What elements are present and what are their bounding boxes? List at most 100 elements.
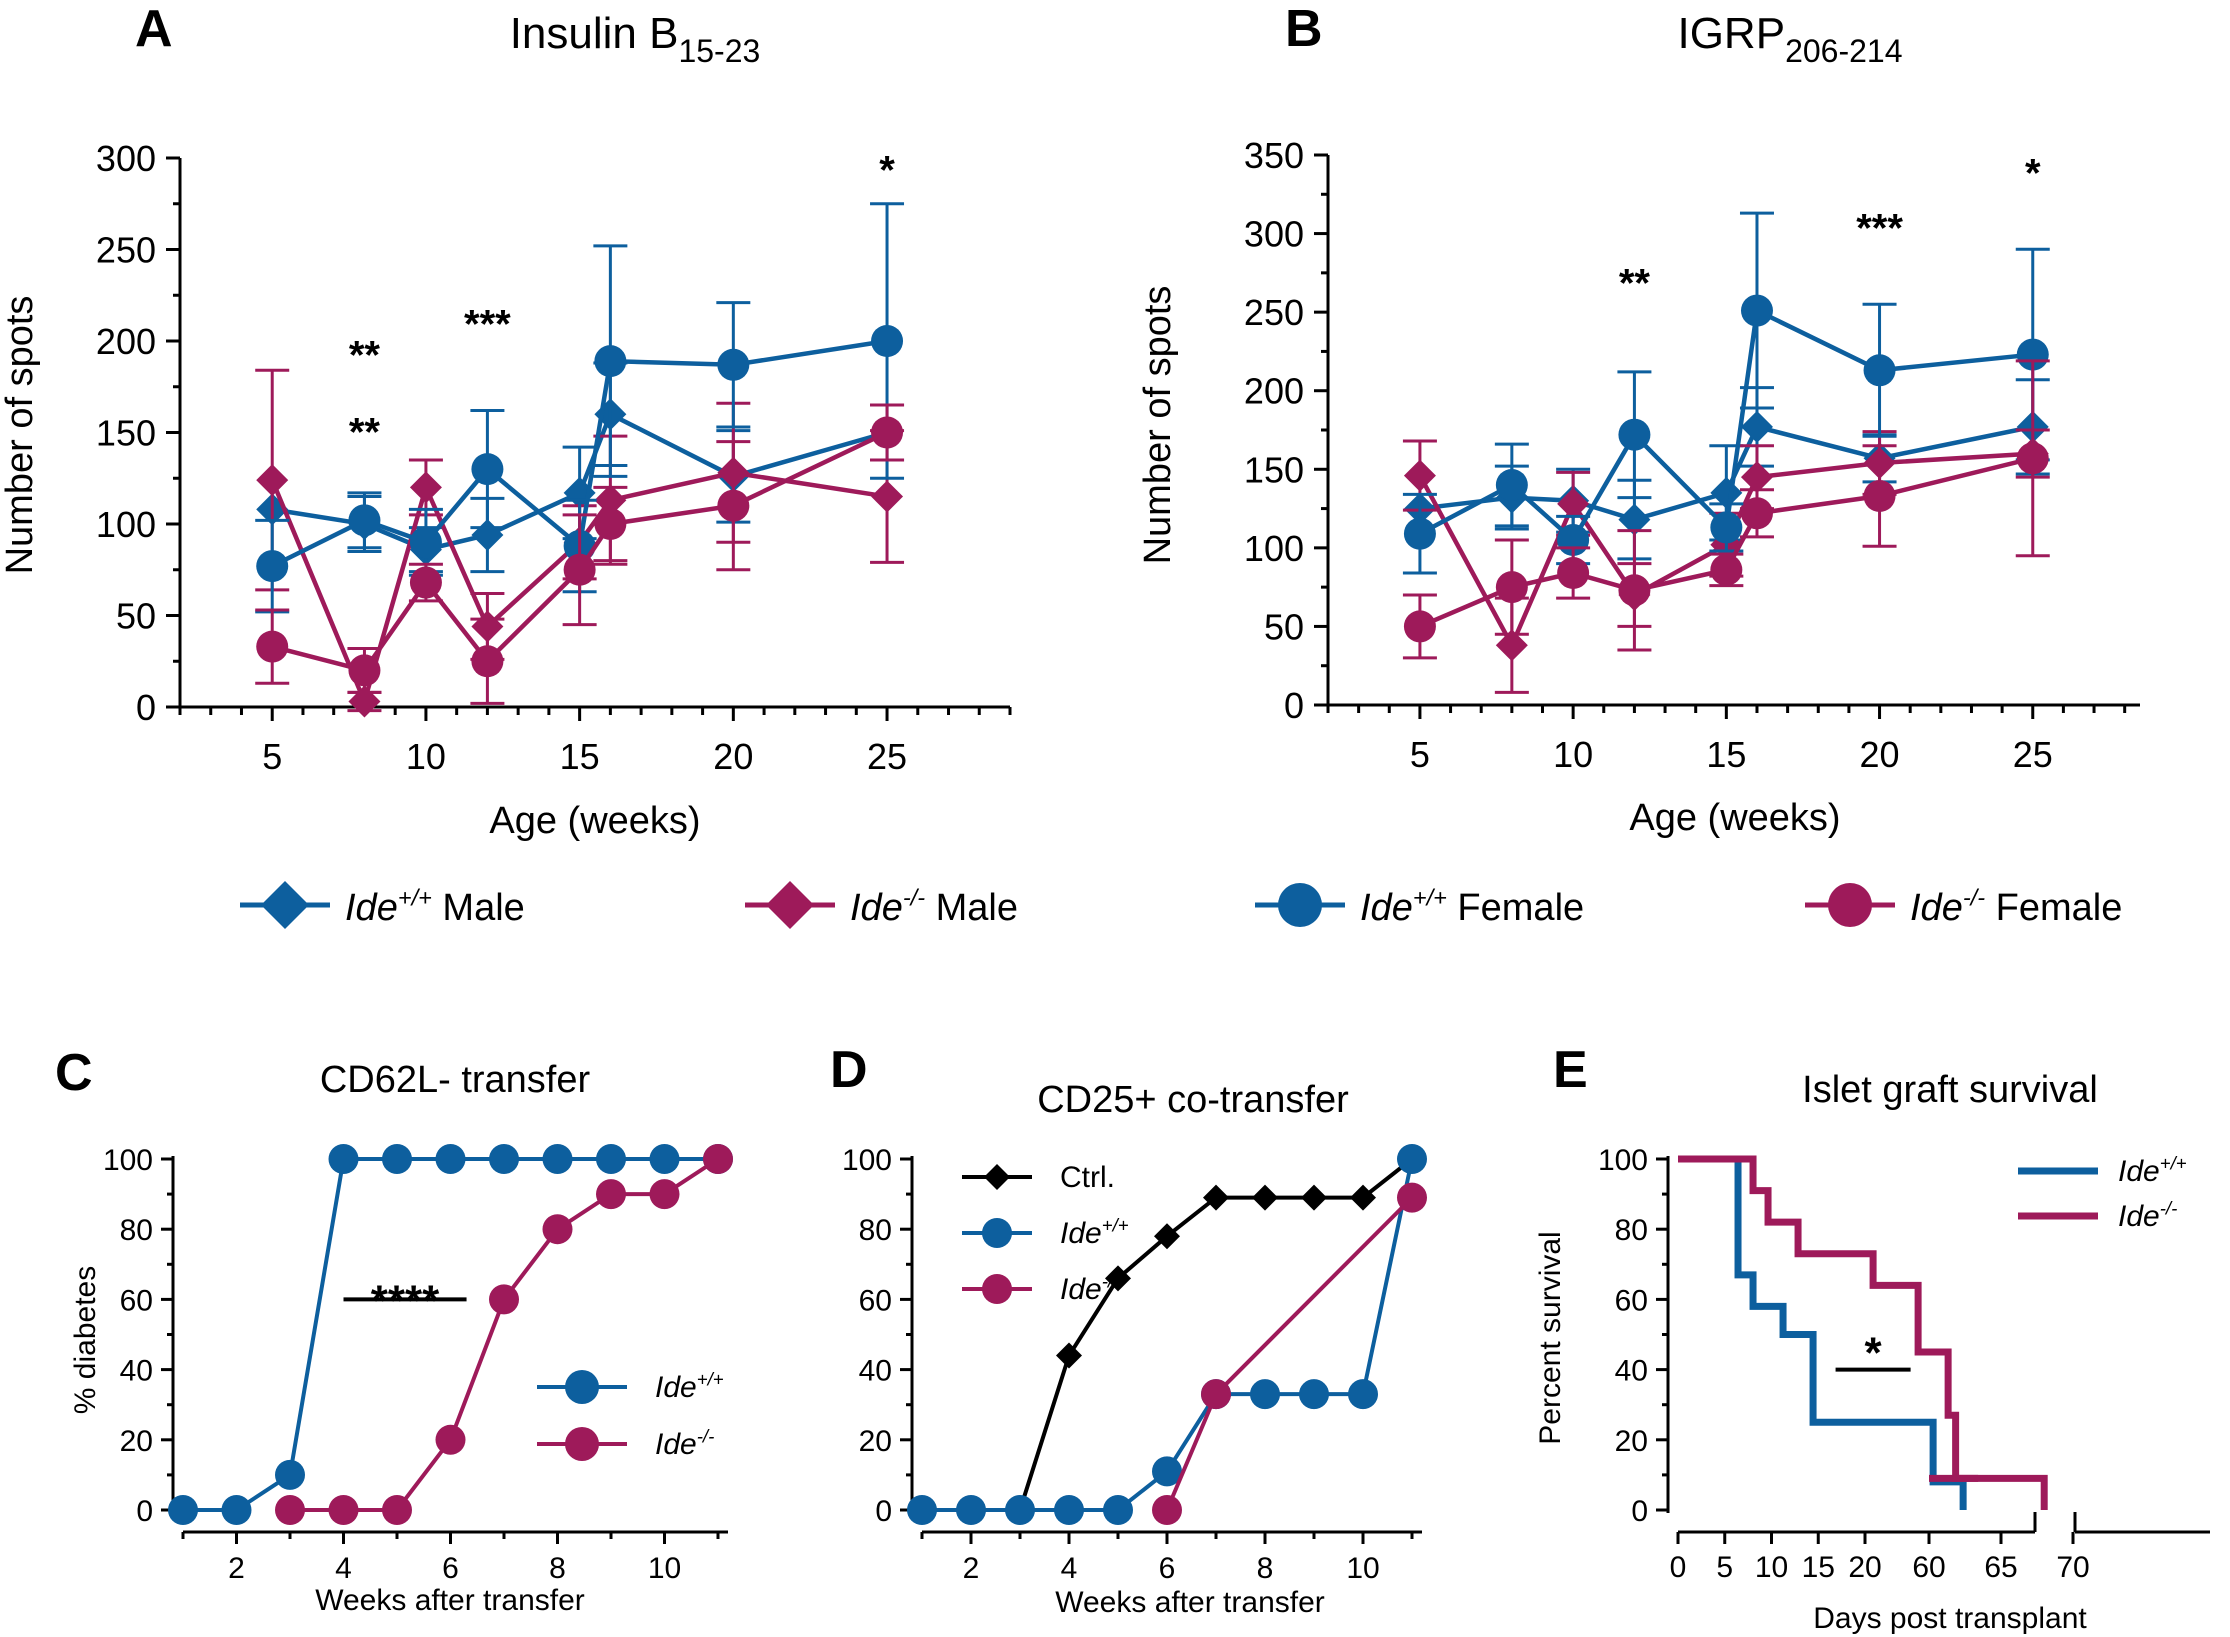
legend-label-0: Ide+/+ Male: [345, 885, 525, 929]
panel-b-data-point: [1618, 503, 1651, 536]
panel-c-y-tick-label: 40: [120, 1355, 153, 1388]
panel-a-significance-stars: **: [349, 333, 381, 377]
panel-c-data-point: [328, 1495, 359, 1525]
panel-a-data-point: [348, 654, 381, 687]
panel-c-x-tick-label: 8: [549, 1552, 566, 1585]
panel-d-y-tick-label: 100: [842, 1144, 892, 1177]
legend-label-2: Ide+/+ Female: [1360, 885, 1584, 929]
panel-e-significance-stars: *: [1865, 1329, 1883, 1378]
panel-d-data-point: [1054, 1495, 1084, 1525]
panel-e-survival-curve-0: [1678, 1155, 1967, 1510]
panel-d-data-point: [1250, 1379, 1280, 1410]
panel-c-data-point: [489, 1144, 519, 1174]
panel-d-data-point: [1152, 1495, 1182, 1525]
panel-d-data-point: [1152, 1456, 1182, 1487]
panel-b-data-point: [1618, 418, 1651, 451]
panel-e-y-tick-label: 40: [1615, 1355, 1648, 1388]
panel-b-x-label: Age (weeks): [1629, 797, 1840, 839]
panel-a-x-label: Age (weeks): [489, 800, 700, 842]
panel-d-data-point: [1056, 1342, 1082, 1369]
panel-d-data-point: [1252, 1184, 1278, 1211]
panel-a-y-tick-label: 250: [96, 230, 156, 271]
panel-b-data-point: [1710, 553, 1743, 586]
panel-c-data-point: [382, 1495, 412, 1525]
panel-b-title: IGRP206-214: [1677, 9, 1902, 69]
panel-b-data-point: [1740, 294, 1773, 327]
panel-c-data-point: [596, 1179, 626, 1210]
panel-c-y-tick-label: 0: [136, 1495, 153, 1528]
panel-d-y-tick-label: 80: [859, 1214, 892, 1247]
panel-a-y-tick-label: 200: [96, 321, 156, 362]
panel-d-data-point: [1348, 1379, 1378, 1410]
panel-b-data-point: [1403, 517, 1436, 550]
panel-d-data-point: [1350, 1184, 1376, 1211]
panel-c-x-tick-label: 10: [648, 1552, 681, 1585]
panel-e-title: Islet graft survival: [1802, 1069, 2098, 1111]
panel-d-y-tick-label: 0: [875, 1495, 892, 1528]
legend-label-3: Ide-/- Female: [1910, 885, 2122, 929]
panel-d-title: CD25+ co-transfer: [1037, 1079, 1349, 1121]
panel-a-title: Insulin B15-23: [510, 9, 761, 69]
panel-c-data-point: [221, 1495, 252, 1525]
panel-c-legend-label-1: Ide-/-: [655, 1426, 714, 1461]
panel-a-y-tick-label: 0: [136, 687, 156, 728]
panel-b-x-tick-label: 20: [1860, 734, 1900, 775]
panel-a-data-point: [409, 566, 442, 599]
panel-d-data-point: [1397, 1144, 1427, 1174]
panel-e-y-tick-label: 100: [1598, 1144, 1648, 1177]
panel-d-data-point: [956, 1495, 986, 1525]
panel-c-y-tick-label: 80: [120, 1214, 153, 1247]
legend-marker-3: [1828, 883, 1872, 927]
panel-c-series-line: [183, 1157, 718, 1512]
panel-d-x-tick-label: 4: [1061, 1552, 1078, 1585]
panel-e-y-tick-label: 80: [1615, 1214, 1648, 1247]
panel-e-x-tick-label: 15: [1802, 1551, 1835, 1584]
panel-c-data-point: [435, 1424, 466, 1455]
panel-d-legend-label-0: Ctrl.: [1060, 1161, 1115, 1194]
panel-b-y-tick-label: 0: [1284, 685, 1304, 726]
panel-a-y-tick-label: 150: [96, 413, 156, 454]
panel-label-b: B: [1285, 0, 1323, 58]
panel-c-series-line: [290, 1157, 720, 1512]
panel-d-legend-marker-1: [982, 1218, 1012, 1248]
panel-b-x-tick-label: 25: [2013, 734, 2053, 775]
panel-d-x-tick-label: 10: [1346, 1552, 1379, 1585]
panel-c-data-point: [649, 1144, 680, 1174]
panel-c-data-point: [596, 1144, 626, 1174]
panel-c-legend-label-0: Ide+/+: [655, 1369, 724, 1404]
panel-c-x-tick-label: 2: [228, 1552, 245, 1585]
panel-e-x-tick-label: 20: [1848, 1551, 1881, 1584]
panel-d-data-point: [1105, 1265, 1131, 1292]
panel-b-data-point: [1495, 469, 1528, 501]
panel-b-y-tick-label: 300: [1244, 214, 1304, 255]
panel-e-x-tick-label: 0: [1670, 1551, 1687, 1584]
top-legend: Ide+/+ Male Ide-/- Male Ide+/+ Female Ide-/…: [240, 881, 2122, 929]
panel-d-x-tick-label: 8: [1257, 1552, 1274, 1585]
legend-marker-0: [261, 881, 309, 929]
panel-a-data-point: [471, 453, 504, 486]
panel-a-x-tick-label: 20: [713, 736, 753, 777]
panel-c-series-1: [275, 1144, 733, 1525]
panel-a-data-point: [471, 645, 504, 678]
panel-d-data-point: [1301, 1184, 1327, 1211]
panel-a-x-tick-label: 25: [867, 736, 907, 777]
panel-b-significance-stars: ***: [1856, 206, 1903, 250]
panel-b-y-tick-label: 200: [1244, 371, 1304, 412]
panel-a-data-point: [594, 345, 627, 378]
legend-marker-1: [766, 881, 814, 929]
panel-b-x-tick-label: 5: [1410, 734, 1430, 775]
panel-c-title: CD62L- transfer: [320, 1059, 591, 1101]
panel-a-chart: Insulin B15-23 Number of spots Age (week…: [0, 9, 1012, 842]
panel-a-x-tick-label: 5: [262, 736, 282, 777]
panel-b-x-tick-label: 10: [1553, 734, 1593, 775]
panel-c-y-tick-label: 20: [120, 1425, 153, 1458]
panel-b-y-tick-label: 350: [1244, 135, 1304, 176]
panel-d-data-point: [1005, 1495, 1035, 1525]
panel-a-series-line: [271, 430, 889, 673]
panel-e-legend-label-0: Ide+/+: [2118, 1153, 2187, 1188]
panel-d-x-tick-label: 6: [1159, 1552, 1176, 1585]
panel-b-data-point: [2016, 338, 2049, 371]
panel-b-data-point: [1495, 571, 1528, 604]
panel-b-data-point: [1740, 461, 1773, 494]
panel-d-y-tick-label: 40: [859, 1355, 892, 1388]
